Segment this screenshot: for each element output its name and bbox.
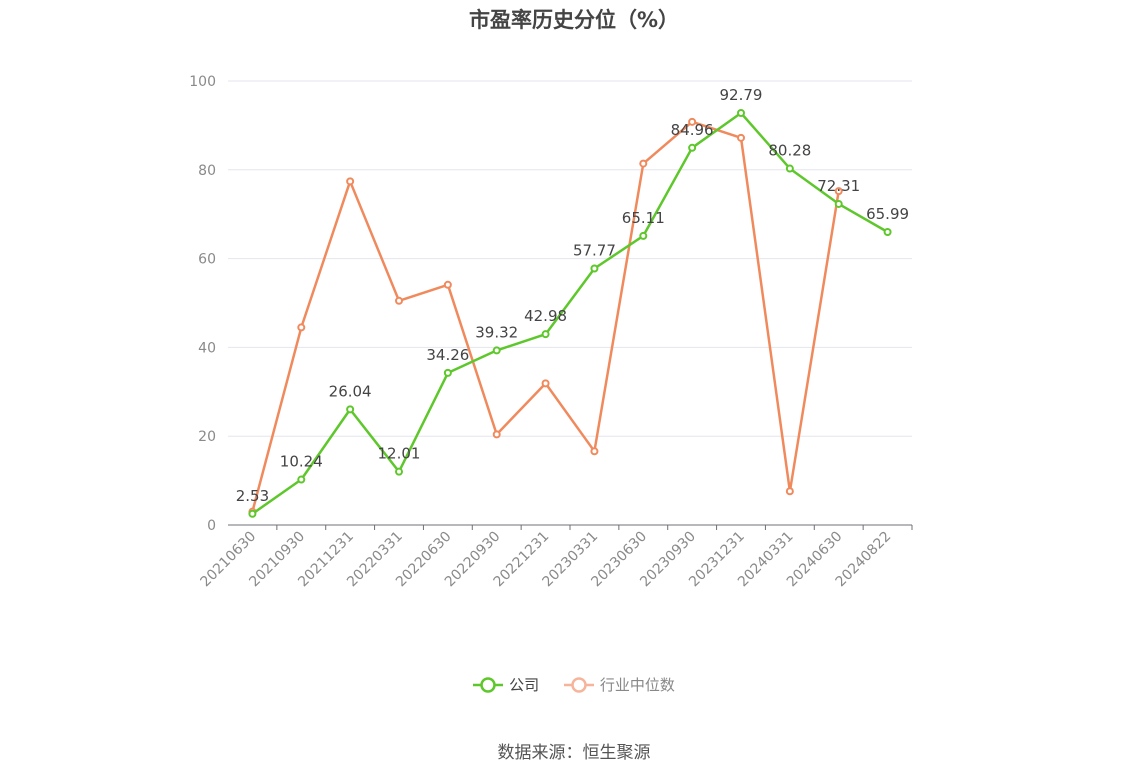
data-source: 数据来源：恒生聚源: [497, 743, 651, 763]
series-industry: [248, 117, 843, 516]
y-tick-label: 80: [198, 163, 216, 179]
legend-company-icon: [473, 676, 504, 693]
data-point: [688, 117, 697, 126]
data-point: [395, 467, 403, 476]
data-point: [443, 280, 452, 289]
data-point: [590, 447, 599, 456]
data-label: 72.31: [817, 177, 860, 195]
data-label: 39.32: [475, 323, 518, 341]
data-label: 65.11: [622, 209, 665, 227]
data-point: [834, 199, 843, 208]
data-point: [297, 475, 306, 484]
data-point: [346, 405, 355, 414]
data-point: [688, 143, 697, 152]
legend-industry-label: 行业中位数: [599, 676, 675, 694]
data-point: [834, 187, 843, 196]
y-tick-label: 60: [198, 252, 216, 268]
legend: 公司 行业中位数: [0, 674, 1148, 699]
data-point: [639, 159, 648, 168]
data-label: 2.53: [236, 487, 269, 505]
legend-item-company[interactable]: 公司: [473, 674, 539, 695]
y-tick-label: 20: [198, 429, 216, 445]
data-point: [443, 368, 452, 377]
data-label: 80.28: [768, 142, 811, 160]
data-label: 12.01: [378, 445, 421, 463]
data-label: 84.96: [671, 121, 714, 139]
legend-company-label: 公司: [509, 676, 540, 694]
data-point: [883, 228, 892, 237]
data-label: 57.77: [573, 242, 616, 260]
data-point: [737, 109, 745, 118]
data-point: [590, 264, 599, 273]
data-point: [248, 509, 257, 518]
data-point: [395, 296, 403, 305]
data-label: 92.79: [720, 86, 763, 104]
chart-title: 市盈率历史分位（%）: [468, 8, 680, 32]
data-label: 42.98: [524, 307, 567, 325]
data-point: [785, 164, 794, 173]
data-point: [492, 346, 501, 355]
y-axis: 0 20 40 60 80 100: [189, 74, 216, 534]
legend-item-industry[interactable]: 行业中位数: [563, 674, 675, 695]
series-company: [248, 109, 892, 518]
data-point: [297, 323, 306, 332]
y-tick-label: 0: [207, 518, 216, 534]
data-label: 65.99: [866, 205, 909, 223]
data-point: [785, 487, 794, 496]
series: [248, 109, 892, 518]
data-label: 10.24: [280, 453, 323, 471]
y-tick-label: 100: [189, 74, 216, 90]
data-labels: 2.53 10.24 26.04 12.01 34.26 39.32 42.98 57.77 6…: [236, 86, 909, 505]
data-point: [492, 430, 501, 439]
legend-industry-icon: [563, 676, 594, 693]
series-line: [251, 111, 889, 515]
x-axis: 2021063020210930202112312022033120220630…: [198, 524, 913, 590]
data-point: [737, 133, 745, 142]
data-point: [541, 330, 550, 339]
data-label: 34.26: [426, 346, 469, 364]
data-point: [346, 177, 355, 186]
data-label: 26.04: [329, 382, 372, 400]
data-point: [541, 379, 550, 388]
y-tick-label: 40: [198, 340, 216, 356]
data-point: [639, 231, 648, 240]
